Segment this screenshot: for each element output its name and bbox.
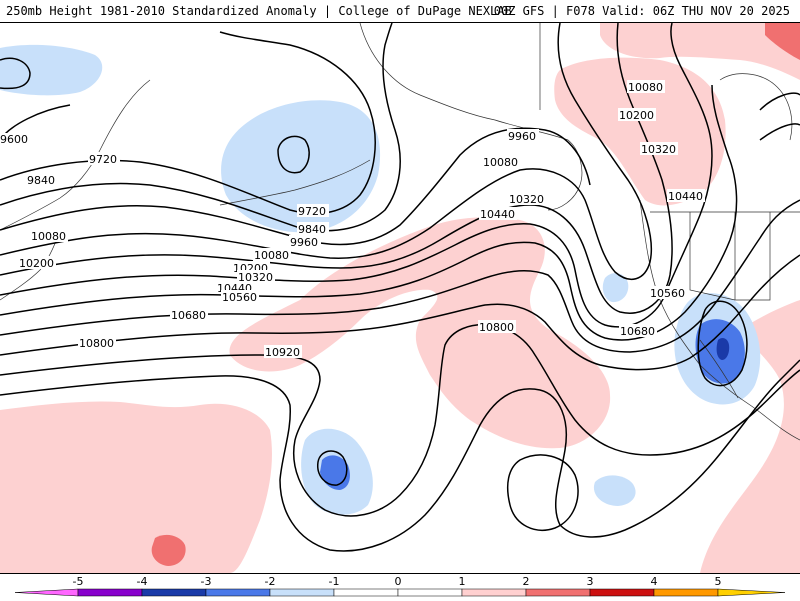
colorbar-tick-label: -5 bbox=[73, 575, 84, 588]
colorbar-segment bbox=[141, 588, 207, 597]
label-10080-c: 10080 bbox=[483, 156, 518, 169]
colorbar-segment bbox=[461, 588, 527, 597]
negative-anomaly-shading bbox=[0, 44, 761, 515]
contour-nw-low-ring bbox=[0, 57, 31, 90]
colorbar-segment bbox=[717, 588, 786, 597]
label-10320-b: 10320 bbox=[509, 193, 544, 206]
label-10440-b: 10440 bbox=[480, 208, 515, 221]
contour-9720 bbox=[0, 31, 376, 215]
colorbar-tick-label: 3 bbox=[587, 575, 594, 588]
anomaly-colorbar: -5 -4 -3 -2 -1 0 1 2 3 4 5 bbox=[0, 573, 800, 601]
colorbar-segment bbox=[525, 588, 591, 597]
label-9960-b: 9960 bbox=[508, 130, 536, 143]
colorbar-tick-label: 4 bbox=[651, 575, 658, 588]
state-border-2 bbox=[734, 212, 771, 301]
contour-east-high-2 bbox=[759, 123, 800, 141]
contour-10680 bbox=[0, 254, 800, 371]
aleutian-islands bbox=[219, 159, 371, 206]
label-9960-a: 9960 bbox=[290, 236, 318, 249]
colorbar-tick-label: 0 bbox=[395, 575, 402, 588]
colorbar-segment bbox=[14, 588, 79, 597]
state-border-1 bbox=[689, 212, 736, 301]
colorbar-segment bbox=[205, 588, 271, 597]
label-9600: 9600 bbox=[0, 133, 28, 146]
positive-anomaly-shading bbox=[0, 23, 800, 573]
label-10440-c: 10440 bbox=[668, 190, 703, 203]
label-9720-a: 9720 bbox=[89, 153, 117, 166]
label-10200-a: 10200 bbox=[19, 257, 54, 270]
anomaly-bering-negative bbox=[221, 100, 381, 233]
contour-10560 bbox=[0, 199, 800, 353]
map-header: 250mb Height 1981-2010 Standardized Anom… bbox=[0, 0, 800, 23]
label-9840-a: 9840 bbox=[27, 174, 55, 187]
anomaly-gulf-positive bbox=[700, 300, 800, 573]
kamchatka-coast bbox=[0, 79, 151, 231]
model-run-info: 00Z GFS | F078 Valid: 06Z THU NOV 20 202… bbox=[493, 4, 790, 18]
label-10320-a: 10320 bbox=[238, 271, 273, 284]
contour-east-high bbox=[759, 92, 800, 111]
map-area: 9600 9720 9720 9840 9840 9960 9960 10080… bbox=[0, 23, 800, 573]
label-10800-a: 10800 bbox=[79, 337, 114, 350]
anomaly-west-coast-positive bbox=[554, 57, 726, 206]
colorbar-tick-label: 2 bbox=[523, 575, 530, 588]
label-10560-b: 10560 bbox=[650, 287, 685, 300]
label-10800-b: 10800 bbox=[479, 321, 514, 334]
colorbar-tick-label: -3 bbox=[201, 575, 212, 588]
baja-peninsula bbox=[699, 339, 739, 399]
label-10920: 10920 bbox=[265, 346, 300, 359]
mexico-coast bbox=[749, 404, 800, 441]
anomaly-subtropical-negative bbox=[593, 475, 636, 506]
hudson-bay bbox=[719, 73, 793, 141]
alaska-coastline bbox=[359, 23, 583, 211]
contour-10200 bbox=[0, 23, 673, 314]
colorbar-tick-label: -1 bbox=[329, 575, 340, 588]
colorbar-tick-label: -4 bbox=[137, 575, 148, 588]
label-10080-a: 10080 bbox=[31, 230, 66, 243]
map-title: 250mb Height 1981-2010 Standardized Anom… bbox=[6, 4, 512, 18]
label-10680-a: 10680 bbox=[171, 309, 206, 322]
anomaly-bc-negative bbox=[602, 273, 629, 303]
anomaly-west-pacific-positive bbox=[0, 401, 272, 573]
contour-baja-low-ring bbox=[697, 300, 748, 387]
label-10680-b: 10680 bbox=[620, 325, 655, 338]
colorbar-segment bbox=[77, 588, 143, 597]
colorbar-tick-label: 5 bbox=[715, 575, 722, 588]
anomaly-far-north-positive bbox=[600, 23, 800, 80]
anomaly-east-pacific-positive bbox=[229, 217, 611, 449]
contour-east-pacific-ring bbox=[507, 454, 579, 531]
colorbar-segment bbox=[653, 588, 719, 597]
label-10200-c: 10200 bbox=[619, 109, 654, 122]
contour-10080 bbox=[0, 23, 653, 281]
label-10080-b: 10080 bbox=[254, 249, 289, 262]
label-10080-d: 10080 bbox=[628, 81, 663, 94]
contour-pacific-low-ring bbox=[317, 450, 348, 486]
anomaly-baja-strong bbox=[716, 337, 730, 360]
label-10320-c: 10320 bbox=[641, 143, 676, 156]
colorbar-segment bbox=[589, 588, 655, 597]
colorbar-segment bbox=[333, 588, 399, 597]
colorbar-segment bbox=[269, 588, 335, 597]
label-9720-b: 9720 bbox=[298, 205, 326, 218]
colorbar-tick-labels: -5 -4 -3 -2 -1 0 1 2 3 4 5 bbox=[73, 575, 722, 588]
colorbar-graphic: -5 -4 -3 -2 -1 0 1 2 3 4 5 bbox=[14, 575, 786, 597]
colorbar-segments bbox=[14, 588, 786, 597]
colorbar-tick-label: 1 bbox=[459, 575, 466, 588]
contour-10800 bbox=[0, 323, 800, 517]
label-10560-a: 10560 bbox=[222, 291, 257, 304]
contour-10920 bbox=[0, 359, 800, 552]
contour-9840 bbox=[0, 23, 401, 232]
colorbar-segment bbox=[397, 588, 463, 597]
anomaly-strong-positive-west bbox=[151, 534, 186, 566]
label-9840-b: 9840 bbox=[298, 223, 326, 236]
anomaly-strong-positive-ne bbox=[765, 23, 800, 60]
contour-labels: 9600 9720 9720 9840 9840 9960 9960 10080… bbox=[0, 80, 705, 359]
contour-bering-low-ring bbox=[277, 135, 310, 174]
colorbar-tick-label: -2 bbox=[265, 575, 276, 588]
map-canvas: 9600 9720 9720 9840 9840 9960 9960 10080… bbox=[0, 23, 800, 573]
